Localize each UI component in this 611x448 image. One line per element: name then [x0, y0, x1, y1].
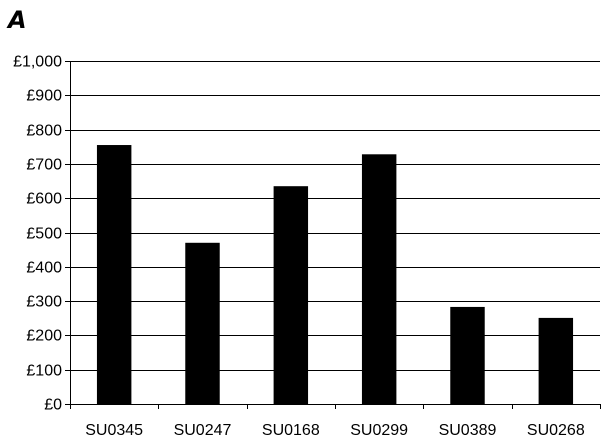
- bar-su0268: [538, 317, 574, 404]
- y-tick-label: £200: [26, 328, 62, 345]
- x-tick-label: SU0247: [174, 422, 232, 439]
- x-tick-label: SU0345: [85, 422, 143, 439]
- bar-su0299: [361, 154, 397, 404]
- y-tick-label: £900: [26, 88, 62, 105]
- x-tick-label: SU0268: [527, 422, 585, 439]
- panel-label: A: [8, 6, 27, 34]
- gridlines: [70, 61, 600, 371]
- x-tick-label: SU0299: [350, 422, 408, 439]
- bars: [96, 145, 574, 404]
- y-axis-ticks: £0 £100 £200 £300 £400 £500 £600 £700 £800 £900 £1…: [13, 54, 70, 414]
- y-tick-label: £600: [26, 191, 62, 208]
- y-tick-label: £400: [26, 260, 62, 277]
- axes: [70, 61, 600, 405]
- y-tick-label: £500: [26, 226, 62, 243]
- x-tick-label: SU0389: [439, 422, 497, 439]
- y-tick-label: £1,000: [13, 54, 62, 71]
- y-tick-label: £100: [26, 363, 62, 380]
- bar-su0247: [185, 242, 220, 404]
- bar-su0389: [450, 306, 485, 404]
- bar-su0345: [96, 145, 132, 404]
- x-tick-label: SU0168: [262, 422, 320, 439]
- bar-su0168: [273, 186, 309, 404]
- y-tick-label: £0: [44, 397, 62, 414]
- y-tick-label: £700: [26, 157, 62, 174]
- y-tick-label: £800: [26, 123, 62, 140]
- x-axis-ticks: SU0345 SU0247 SU0168 SU0299 SU0389 SU0268: [70, 404, 601, 439]
- y-tick-label: £300: [26, 294, 62, 311]
